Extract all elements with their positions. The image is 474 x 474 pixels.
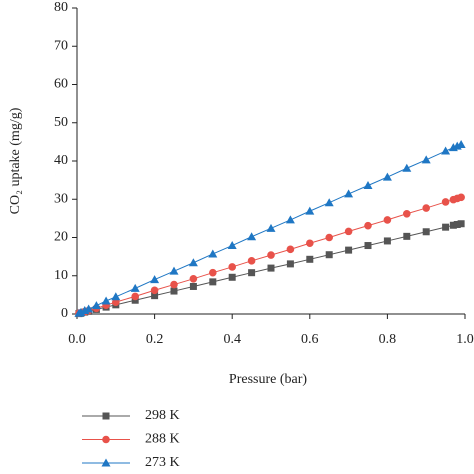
marker <box>344 227 353 236</box>
y-tick-label: 80 <box>54 0 68 15</box>
marker <box>383 216 392 224</box>
x-axis-title: Pressure (bar) <box>229 372 307 387</box>
x-tick-label: 0.4 <box>223 332 241 347</box>
marker <box>344 189 354 198</box>
x-tick-label: 0.0 <box>68 332 86 347</box>
marker <box>248 269 256 277</box>
marker <box>421 155 431 164</box>
marker <box>150 286 159 295</box>
marker <box>306 239 314 248</box>
marker <box>441 146 451 155</box>
x-tick-label: 0.6 <box>301 332 319 347</box>
marker <box>227 241 237 250</box>
marker <box>188 258 198 267</box>
marker <box>228 273 236 281</box>
marker <box>101 458 111 467</box>
y-tick-label: 20 <box>54 230 68 245</box>
marker <box>101 296 111 305</box>
marker <box>382 172 392 181</box>
marker <box>457 193 465 202</box>
marker <box>325 251 333 259</box>
marker <box>422 228 430 236</box>
marker <box>267 251 275 259</box>
x-tick-label: 0.8 <box>379 332 397 347</box>
legend-label: 298 K <box>145 408 180 423</box>
y-tick-label: 0 <box>61 306 68 321</box>
marker <box>209 278 217 286</box>
marker <box>305 206 315 215</box>
marker <box>91 301 101 310</box>
marker <box>170 280 178 289</box>
marker <box>228 263 236 271</box>
marker <box>286 260 294 268</box>
marker <box>422 204 431 212</box>
marker <box>441 198 450 206</box>
marker <box>449 221 457 229</box>
marker <box>306 255 314 263</box>
marker <box>150 275 160 284</box>
marker <box>84 304 94 313</box>
marker <box>403 209 411 218</box>
marker <box>131 296 139 304</box>
marker <box>383 237 391 245</box>
y-tick-label: 60 <box>54 77 68 92</box>
marker <box>102 435 110 444</box>
marker <box>345 246 353 254</box>
marker <box>286 245 295 254</box>
marker <box>189 282 197 290</box>
marker <box>247 232 257 241</box>
marker <box>363 180 373 189</box>
y-tick-label: 10 <box>54 268 68 283</box>
marker <box>102 412 110 420</box>
x-tick-label: 1.0 <box>456 332 474 347</box>
y-tick-label: 30 <box>54 191 68 206</box>
marker <box>285 215 295 224</box>
marker <box>189 275 198 283</box>
y-tick-label: 70 <box>54 38 68 53</box>
y-tick-label: 40 <box>54 153 68 168</box>
marker <box>151 292 159 300</box>
marker <box>247 257 256 265</box>
marker <box>170 287 178 295</box>
marker <box>324 198 334 207</box>
legend-label: 288 K <box>145 432 180 447</box>
marker <box>442 223 450 231</box>
marker <box>364 242 372 250</box>
y-axis-title: CO₂ uptake (mg/g) <box>8 107 23 214</box>
marker <box>364 221 372 230</box>
marker <box>266 223 276 232</box>
marker <box>403 232 411 240</box>
marker <box>457 220 465 228</box>
legend-label: 273 K <box>145 455 180 470</box>
marker <box>402 163 412 172</box>
marker <box>169 266 179 275</box>
marker <box>130 283 140 292</box>
marker <box>267 264 275 272</box>
marker <box>208 249 218 258</box>
marker <box>131 292 139 301</box>
y-tick-label: 50 <box>54 115 68 130</box>
marker <box>456 140 466 149</box>
marker <box>325 233 334 242</box>
marker <box>209 268 217 277</box>
marker <box>111 292 121 301</box>
marker <box>453 220 461 228</box>
x-tick-label: 0.2 <box>146 332 164 347</box>
